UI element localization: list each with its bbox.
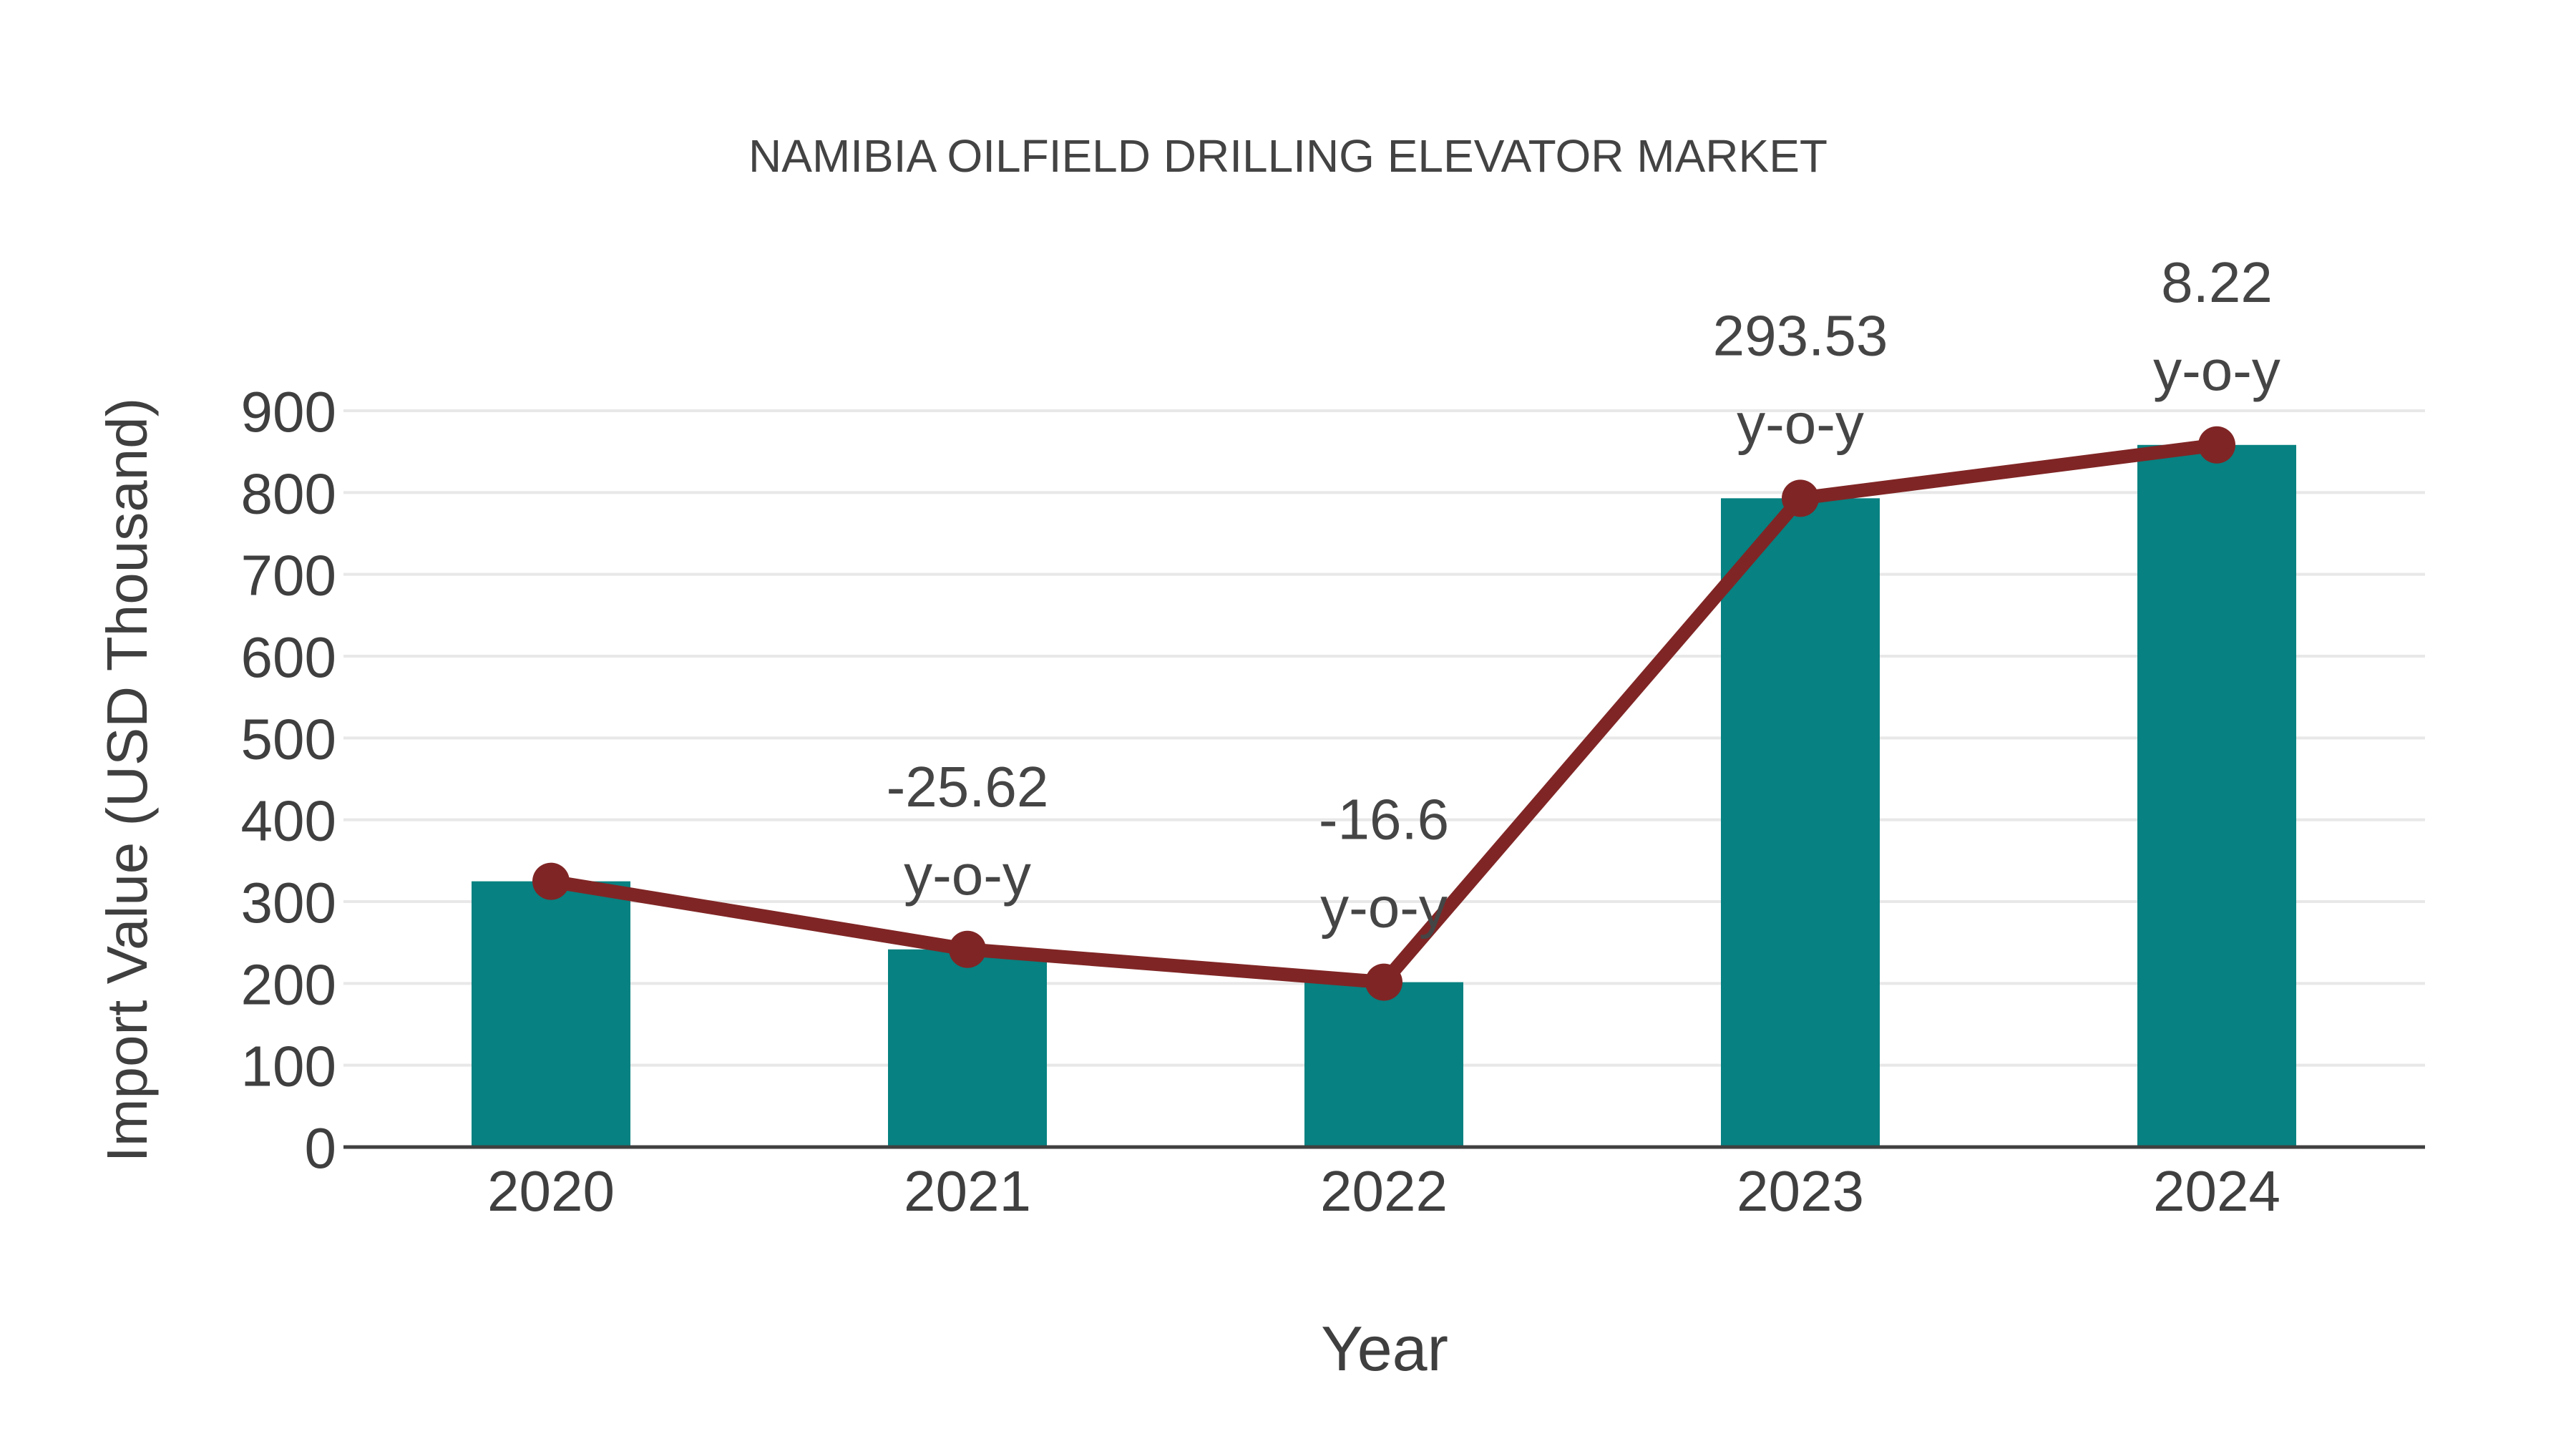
y-tick-300: 300 [241, 871, 336, 935]
yoy-suffix-2021: y-o-y [904, 843, 1031, 907]
data-point-2022[interactable] [1365, 963, 1402, 1001]
data-point-2024[interactable] [2198, 426, 2235, 464]
bars-group [472, 444, 2296, 1147]
y-axis-title: Import Value (USD Thousand) [95, 398, 159, 1163]
x-tick-2021: 2021 [904, 1159, 1031, 1223]
x-tick-2024: 2024 [2153, 1159, 2280, 1223]
yoy-value-2024: 8.22 [2161, 250, 2273, 314]
x-tick-2022: 2022 [1320, 1159, 1448, 1223]
data-point-2021[interactable] [949, 930, 986, 968]
data-point-2023[interactable] [1782, 479, 1819, 517]
bar-2023[interactable] [1721, 498, 1880, 1147]
x-axis-title: Year [1321, 1313, 1448, 1384]
data-point-2020[interactable] [532, 862, 570, 900]
trend-line-group [532, 426, 2235, 1001]
yoy-value-2022: -16.6 [1319, 788, 1449, 852]
y-tick-700: 700 [241, 544, 336, 608]
y-tick-400: 400 [241, 789, 336, 853]
y-tick-900: 900 [241, 380, 336, 444]
yoy-annotations: -25.62 y-o-y -16.6 y-o-y 293.53 y-o-y 8.22 y-o-… [887, 250, 2280, 940]
x-tick-2020: 2020 [487, 1159, 615, 1223]
y-tick-labels: 0 100 200 300 400 500 600 700 800 900 [241, 380, 336, 1180]
y-tick-0: 0 [305, 1116, 337, 1180]
yoy-value-2023: 293.53 [1713, 303, 1888, 367]
y-tick-200: 200 [241, 952, 336, 1016]
y-tick-100: 100 [241, 1035, 336, 1098]
bar-2022[interactable] [1304, 982, 1463, 1147]
y-tick-800: 800 [241, 462, 336, 525]
yoy-suffix-2022: y-o-y [1320, 876, 1448, 940]
x-tick-labels: 2020 2021 2022 2023 2024 [487, 1159, 2280, 1223]
yoy-suffix-2023: y-o-y [1737, 391, 1864, 455]
chart-title: NAMIBIA OILFIELD DRILLING ELEVATOR MARKE… [748, 130, 1828, 182]
y-tick-600: 600 [241, 625, 336, 689]
x-tick-2023: 2023 [1737, 1159, 1864, 1223]
yoy-suffix-2024: y-o-y [2153, 338, 2280, 402]
bar-2021[interactable] [888, 949, 1047, 1147]
bar-2020[interactable] [472, 881, 630, 1147]
y-tick-500: 500 [241, 707, 336, 771]
bar-2024[interactable] [2137, 444, 2296, 1147]
yoy-value-2021: -25.62 [887, 755, 1049, 819]
